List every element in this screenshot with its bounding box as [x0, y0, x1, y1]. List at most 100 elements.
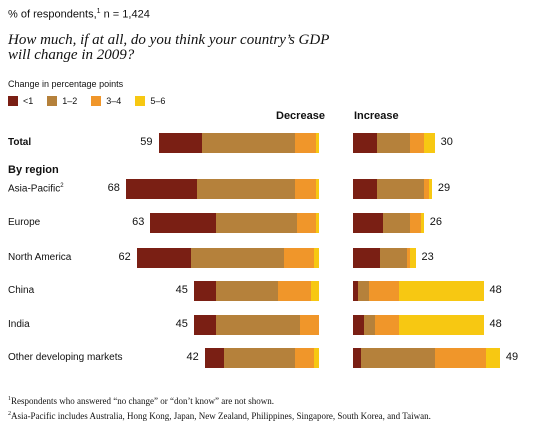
increase-bar-segment	[353, 348, 362, 368]
decrease-bar-segment	[283, 248, 314, 268]
legend-item-5-6: 5–6	[135, 96, 165, 106]
decrease-total-label: 62	[118, 251, 131, 263]
decrease-bar-segment	[316, 179, 319, 199]
legend-item-1-2: 1–2	[47, 96, 77, 106]
footnote-1-sup: 1	[8, 396, 11, 402]
increase-bar-segment	[369, 281, 400, 301]
decrease-bar-segment	[223, 348, 295, 368]
increase-bar-segment	[353, 179, 378, 199]
increase-heading: Increase	[354, 110, 399, 122]
decrease-bar-segment	[294, 348, 314, 368]
decrease-bar-segment	[299, 315, 319, 335]
respondents-note: % of respondents,1 n = 1,424	[8, 8, 150, 21]
legend-swatch	[135, 96, 146, 106]
legend-label: 5–6	[150, 96, 166, 106]
row-label-text: Total	[8, 137, 32, 148]
row-label-text: North America	[8, 252, 72, 263]
legend-swatch	[47, 96, 58, 106]
decrease-total-label: 45	[175, 284, 188, 296]
increase-bar-segment	[407, 248, 411, 268]
increase-bar-segment	[353, 281, 359, 301]
decrease-bar-segment	[136, 248, 192, 268]
increase-total-label: 29	[437, 182, 451, 194]
increase-bar-segment	[353, 133, 378, 153]
increase-bar-segment	[486, 348, 500, 368]
by-region-heading: By region	[8, 164, 59, 176]
decrease-bar-segment	[196, 179, 295, 199]
decrease-bar-segment	[316, 213, 319, 233]
question-line-1: How much, if at all, do you think your c…	[8, 32, 330, 48]
increase-bar-segment	[410, 133, 424, 153]
increase-total-label: 26	[429, 216, 442, 228]
increase-bar-segment	[353, 248, 381, 268]
decrease-total-label: 63	[132, 216, 145, 228]
row-label-sup: 2	[60, 183, 64, 189]
legend-title: Change in percentage points	[8, 79, 124, 89]
decrease-bar-segment	[215, 281, 279, 301]
decrease-bar-segment	[297, 213, 317, 233]
increase-bar-segment	[358, 281, 370, 301]
row-label: India	[8, 319, 30, 330]
decrease-bar-segment	[158, 133, 203, 153]
decrease-bar-segment	[215, 213, 298, 233]
increase-bar-segment	[363, 315, 375, 335]
legend-label: <1	[23, 96, 34, 106]
increase-bar-segment	[421, 213, 424, 233]
increase-total-label: 23	[421, 251, 434, 263]
increase-bar-segment	[382, 213, 411, 233]
increase-bar-segment	[423, 179, 430, 199]
row-label-text: Other developing markets	[8, 352, 123, 363]
increase-bar-segment	[374, 315, 400, 335]
row-label: Europe	[8, 217, 40, 228]
decrease-total-label: 45	[175, 318, 188, 330]
respondents-sup: 1	[96, 8, 101, 15]
decrease-total-label: 68	[107, 182, 120, 194]
increase-bar-segment	[377, 133, 411, 153]
legend: <1 1–2 3–4 5–6	[8, 96, 179, 106]
footnote-2: 2Asia-Pacific includes Australia, Hong K…	[8, 408, 431, 423]
legend-label: 1–2	[62, 96, 78, 106]
increase-bar-segment	[377, 179, 424, 199]
footnotes: 1Respondents who answered “no change” or…	[8, 393, 431, 423]
increase-bar-segment	[399, 315, 484, 335]
decrease-bar-segment	[294, 133, 317, 153]
increase-bar-segment	[353, 213, 383, 233]
decrease-total-label: 59	[140, 136, 153, 148]
decrease-bar-segment	[202, 133, 295, 153]
increase-bar-segment	[434, 348, 487, 368]
decrease-bar-segment	[193, 315, 216, 335]
decrease-bar-segment	[191, 248, 284, 268]
footnote-1: 1Respondents who answered “no change” or…	[8, 393, 431, 408]
respondents-prefix: % of respondents,	[8, 8, 97, 21]
increase-total-label: 48	[489, 284, 502, 296]
footnote-2-sup: 2	[8, 411, 11, 417]
decrease-bar-segment	[278, 281, 311, 301]
decrease-bar-segment	[150, 213, 216, 233]
decrease-bar-segment	[313, 348, 319, 368]
increase-bar-segment	[353, 315, 364, 335]
increase-total-label: 49	[505, 351, 519, 363]
chart-question: How much, if at all, do you think your c…	[8, 33, 408, 63]
row-label-text: Europe	[8, 217, 41, 228]
decrease-bar-segment	[204, 348, 224, 368]
footnote-1-text: Respondents who answered “no change” or …	[11, 396, 275, 406]
increase-bar-segment	[410, 248, 416, 268]
row-label-text: India	[8, 319, 30, 330]
decrease-bar-segment	[313, 248, 319, 268]
row-label: China	[8, 285, 34, 296]
decrease-bar-segment	[310, 281, 319, 301]
increase-bar-segment	[399, 281, 484, 301]
decrease-bar-segment	[215, 315, 300, 335]
row-label: Other developing markets	[8, 352, 123, 363]
decrease-bar-segment	[316, 133, 319, 153]
row-label-text: Asia-Pacific	[8, 183, 61, 195]
legend-item-lt1: <1	[8, 96, 33, 106]
increase-bar-segment	[361, 348, 435, 368]
row-label: Asia-Pacific2	[8, 183, 64, 194]
decrease-bar-segment	[294, 179, 317, 199]
legend-swatch	[8, 96, 18, 106]
respondents-count: n = 1,424	[100, 8, 150, 21]
decrease-heading: Decrease	[276, 110, 325, 122]
decrease-total-label: 42	[186, 351, 199, 363]
row-label-text: China	[8, 285, 35, 296]
